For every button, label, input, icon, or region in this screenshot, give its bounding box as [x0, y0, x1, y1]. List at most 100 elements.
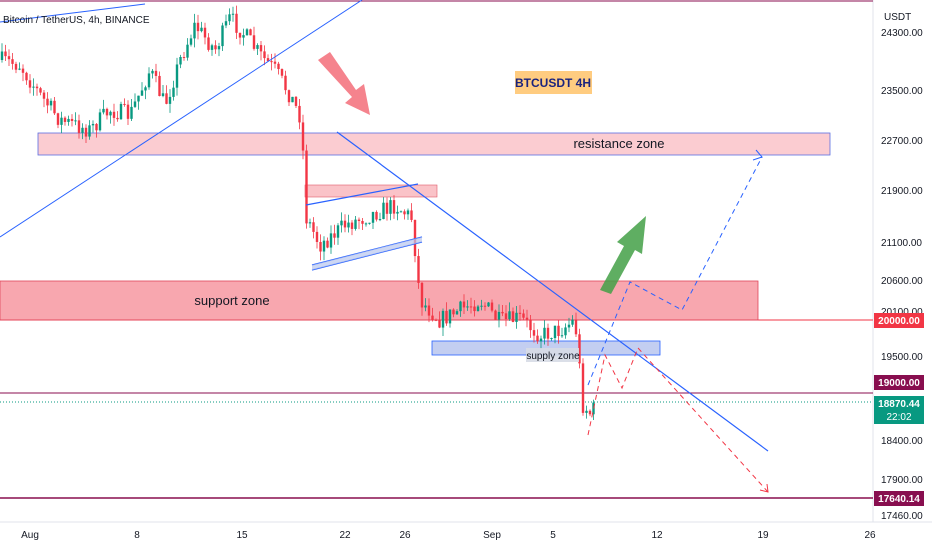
price-badge	[874, 375, 924, 390]
candle-body	[298, 105, 301, 123]
candle-body	[238, 32, 242, 38]
candle-body	[88, 125, 91, 137]
candle-body	[182, 57, 186, 59]
candle-body	[214, 45, 217, 50]
candle-body	[46, 98, 49, 106]
candle-body	[7, 56, 11, 60]
candle-body	[18, 68, 21, 70]
time-tick-label: 26	[864, 530, 876, 541]
candle-body	[28, 80, 32, 88]
candle-body	[581, 363, 585, 413]
price-tick-label: 18400.00	[881, 436, 923, 447]
candle-body	[249, 29, 252, 36]
candle-body	[147, 73, 151, 88]
candle-body	[371, 211, 375, 223]
candle-body	[207, 37, 210, 50]
candle-body	[84, 127, 88, 137]
candle-body	[441, 310, 445, 328]
candle-body	[217, 46, 221, 50]
candle-body	[354, 219, 357, 229]
candle-body	[536, 335, 539, 342]
candle-body	[329, 233, 333, 248]
candle-body	[200, 27, 203, 32]
price-badge-label: 17640.14	[878, 494, 920, 505]
candle-body	[140, 90, 144, 96]
candle-body	[466, 306, 469, 308]
candle-body	[63, 117, 67, 122]
candle-body	[448, 309, 452, 324]
candle-body	[438, 319, 441, 328]
candle-body	[406, 210, 410, 215]
time-tick-label: 12	[651, 530, 663, 541]
candle-body	[116, 117, 119, 120]
candle-body	[378, 219, 382, 221]
bearish-arrow-icon[interactable]	[318, 52, 370, 115]
price-badge	[874, 313, 924, 328]
bearish-projection-path[interactable]	[587, 347, 769, 493]
candle-body	[364, 223, 368, 225]
candle-body	[336, 225, 340, 238]
candle-body	[39, 88, 42, 93]
candle-body	[550, 338, 553, 340]
chart-title: Bitcoin / TetherUS, 4h, BINANCE	[3, 15, 150, 26]
candle-body	[431, 315, 434, 320]
candle-body	[361, 221, 364, 224]
candle-body	[210, 45, 214, 50]
candle-body	[137, 95, 140, 102]
resistance-zone[interactable]	[37, 132, 831, 156]
candle-body	[53, 100, 56, 114]
price-tick-label: 21100.00	[881, 238, 922, 249]
bullish-arrow-icon[interactable]	[600, 216, 646, 294]
top-trendline[interactable]	[0, 3, 146, 23]
support-zone[interactable]	[0, 280, 759, 321]
candle-body	[158, 75, 161, 97]
candle-body	[168, 96, 172, 104]
candle-body	[501, 311, 504, 314]
candle-body	[263, 51, 266, 59]
candle-body	[60, 117, 63, 125]
candle-body	[434, 319, 438, 321]
candle-body	[67, 118, 70, 122]
candle-body	[144, 87, 147, 91]
price-tick-label: 22700.00	[881, 136, 923, 147]
flag-upper-line[interactable]	[305, 183, 419, 206]
time-tick-label: 22	[339, 530, 351, 541]
candle-body	[455, 311, 459, 315]
candle-body	[277, 63, 280, 70]
candle-body	[427, 305, 431, 316]
support-zone-label: support zone	[194, 293, 269, 308]
time-tick-label: 15	[236, 530, 248, 541]
rising-trendline[interactable]	[0, 0, 363, 238]
candle-body	[270, 61, 273, 63]
candle-body	[375, 211, 378, 220]
candle-body	[91, 123, 95, 126]
candle-body	[14, 63, 18, 70]
candle-body	[326, 240, 329, 248]
candle-body	[497, 311, 501, 320]
candle-body	[74, 120, 77, 122]
candle-body	[98, 112, 102, 131]
candle-body	[189, 38, 193, 45]
candle-body	[70, 118, 74, 121]
candle-body	[284, 75, 287, 91]
candle-body	[350, 222, 354, 229]
candle-body	[301, 122, 305, 151]
candle-body	[413, 219, 417, 257]
candle-body	[392, 200, 396, 214]
candle-body	[399, 211, 403, 213]
bullish-projection-path[interactable]	[587, 156, 763, 386]
supply-zone-label-bg	[526, 348, 579, 362]
price-badge	[874, 491, 924, 506]
chart-label-badge[interactable]	[515, 71, 592, 94]
price-badge-label: 19000.00	[878, 378, 920, 389]
price-scale[interactable]	[873, 0, 932, 522]
candle-body	[291, 96, 294, 103]
candle-body	[553, 325, 557, 339]
candle-body	[308, 222, 312, 224]
candle-body	[585, 410, 588, 413]
flag-top-zone[interactable]	[304, 184, 438, 198]
candle-body	[483, 305, 487, 307]
candle-body	[77, 120, 81, 133]
price-tick-label: 20100.00	[881, 307, 923, 318]
